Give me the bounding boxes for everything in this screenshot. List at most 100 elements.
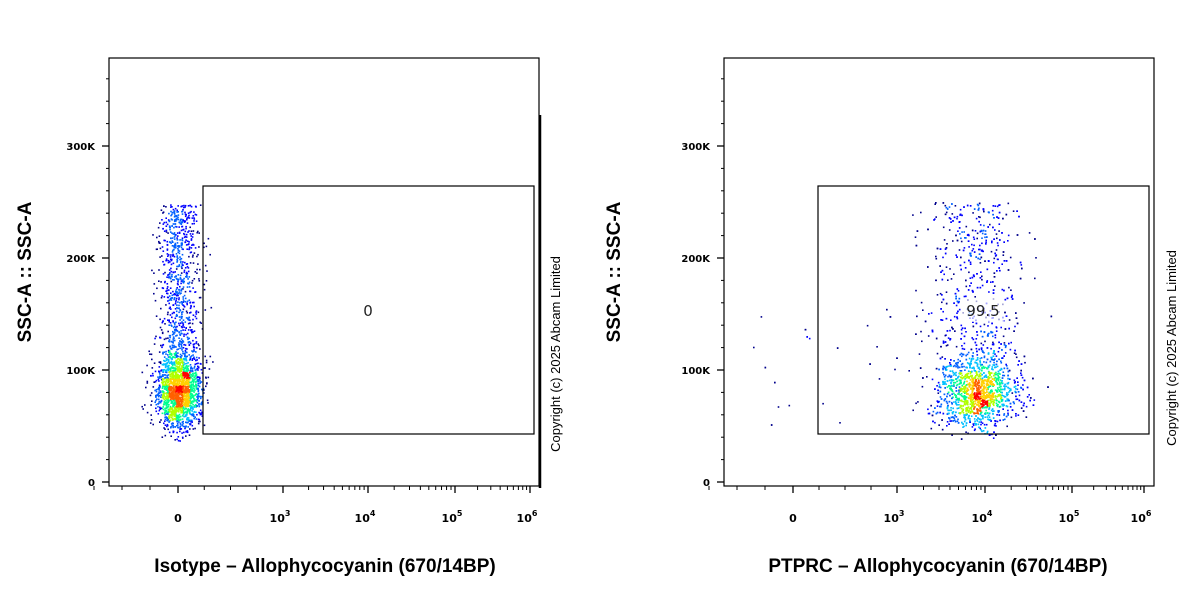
- event-dot: [191, 322, 194, 325]
- event-dot: [961, 400, 963, 403]
- event-dot: [963, 414, 965, 416]
- event-dot: [161, 381, 163, 384]
- event-dot: [943, 273, 945, 276]
- event-dot: [1020, 407, 1023, 409]
- event-dot: [165, 206, 167, 208]
- event-dot: [983, 376, 986, 378]
- event-dot: [1012, 210, 1015, 212]
- event-dot: [999, 239, 1001, 241]
- event-dot: [171, 316, 173, 319]
- event-dot: [192, 339, 194, 342]
- event-dot: [176, 265, 178, 268]
- event-dot: [171, 410, 173, 413]
- event-dot: [186, 222, 189, 224]
- event-dot: [1004, 383, 1006, 386]
- event-dot: [193, 343, 196, 345]
- event-dot: [186, 409, 189, 411]
- event-dot: [944, 368, 947, 370]
- event-dot: [168, 340, 171, 343]
- event-dot: [178, 265, 180, 267]
- event-dot: [162, 371, 164, 373]
- event-dot: [1008, 286, 1010, 289]
- event-dot: [977, 204, 980, 207]
- event-dot: [197, 393, 199, 396]
- event-dot: [168, 321, 170, 323]
- event-dot: [1004, 418, 1006, 421]
- event-dot: [1002, 217, 1004, 220]
- event-dot: [181, 387, 184, 390]
- gate-rectangle[interactable]: [202, 185, 535, 435]
- event-dot: [189, 326, 191, 329]
- event-dot: [967, 393, 969, 395]
- event-dot: [943, 373, 945, 376]
- event-dot: [180, 361, 182, 364]
- event-dot: [177, 294, 179, 297]
- event-dot: [808, 337, 811, 340]
- event-dot: [178, 375, 181, 378]
- event-dot: [977, 409, 980, 411]
- event-dot: [178, 421, 180, 423]
- event-dot: [192, 318, 194, 321]
- event-dot: [181, 361, 184, 364]
- event-dot: [176, 217, 178, 220]
- event-dot: [186, 286, 189, 288]
- event-dot: [982, 415, 984, 418]
- event-dot: [956, 364, 959, 367]
- event-dot: [165, 362, 167, 365]
- event-dot: [963, 390, 966, 392]
- event-dot: [1008, 391, 1010, 393]
- event-dot: [183, 333, 185, 336]
- event-dot: [980, 400, 983, 402]
- event-dot: [953, 315, 956, 318]
- event-dot: [174, 388, 176, 391]
- event-dot: [188, 243, 190, 245]
- event-dot: [176, 315, 178, 317]
- event-dot: [175, 361, 177, 363]
- event-dot: [935, 257, 938, 260]
- event-dot: [1011, 392, 1014, 394]
- event-dot: [169, 287, 172, 289]
- event-dot: [973, 418, 976, 420]
- event-dot: [193, 252, 196, 254]
- event-dot: [179, 393, 181, 395]
- event-dot: [176, 237, 178, 239]
- event-dot: [185, 275, 187, 278]
- event-dot: [1000, 391, 1002, 393]
- event-dot: [982, 208, 985, 210]
- event-dot: [181, 213, 184, 215]
- event-dot: [194, 399, 197, 402]
- event-dot: [992, 400, 995, 403]
- event-dot: [176, 393, 179, 395]
- event-dot: [973, 238, 976, 240]
- event-dot: [176, 396, 178, 398]
- event-dot: [981, 275, 983, 278]
- event-dot: [980, 364, 982, 367]
- event-dot: [986, 393, 988, 396]
- event-dot: [986, 268, 989, 271]
- event-dot: [992, 341, 994, 344]
- event-dot: [172, 387, 174, 390]
- event-dot: [171, 409, 174, 412]
- event-dot: [190, 251, 193, 253]
- event-dot: [190, 239, 193, 241]
- event-dot: [982, 229, 985, 232]
- event-dot: [181, 239, 184, 242]
- event-dot: [949, 363, 952, 366]
- event-dot: [994, 396, 996, 398]
- event-dot: [168, 269, 171, 271]
- event-dot: [961, 395, 964, 398]
- event-dot: [199, 268, 201, 271]
- event-dot: [175, 335, 177, 337]
- event-dot: [176, 382, 179, 385]
- event-dot: [172, 417, 174, 420]
- event-dot: [971, 404, 973, 406]
- event-dot: [176, 260, 179, 262]
- event-dot: [168, 421, 170, 423]
- event-dot: [965, 225, 968, 228]
- event-dot: [193, 222, 195, 225]
- event-dot: [180, 278, 182, 280]
- event-dot: [175, 407, 177, 409]
- event-dot: [952, 365, 955, 368]
